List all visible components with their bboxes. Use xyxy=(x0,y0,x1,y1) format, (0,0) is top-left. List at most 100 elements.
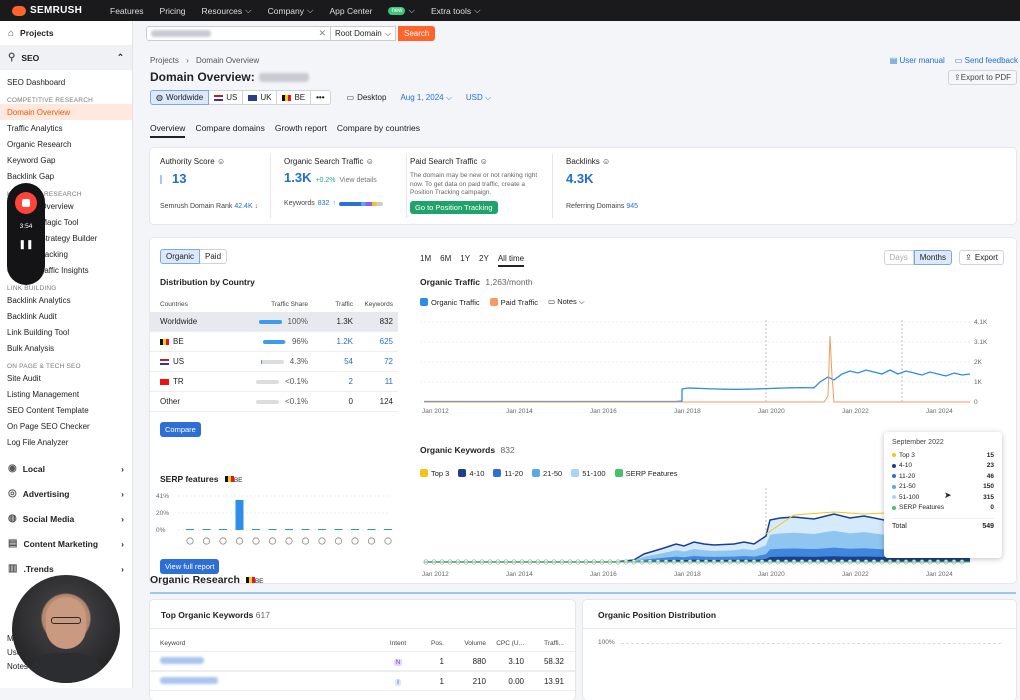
sidebar-group-2[interactable]: ◍ Social Media › xyxy=(0,506,132,531)
topnav-item-1[interactable]: Pricing xyxy=(159,5,186,16)
go-to-position-tracking-button[interactable]: Go to Position Tracking xyxy=(410,200,498,214)
domain-search-input[interactable]: ✕ xyxy=(146,26,331,41)
sidebar-item-bulk-analysis[interactable]: Bulk Analysis xyxy=(7,343,55,353)
granularity-toggle: Days Months xyxy=(883,250,952,265)
legend-11-20[interactable]: 11-20 xyxy=(493,469,523,478)
send-feedback-link[interactable]: ▭ Send feedback xyxy=(955,56,1018,65)
compare-button[interactable]: Compare xyxy=(160,422,201,437)
ot-y-tick: 3.1K xyxy=(974,339,988,346)
sidebar-group-4[interactable]: ▥ .Trends › xyxy=(0,556,132,581)
sidebar-item-organic-research[interactable]: Organic Research xyxy=(7,139,72,149)
keyword-cell[interactable] xyxy=(150,656,380,666)
distribution-row[interactable]: BE 96% 1.2K 625 xyxy=(150,332,398,352)
search-button[interactable]: Search xyxy=(398,26,436,41)
view-full-report-button[interactable]: View full report xyxy=(160,559,220,574)
keyword-row[interactable]: N 1 880 3.10 58.32 xyxy=(150,651,575,671)
db-uk[interactable]: UK xyxy=(243,90,278,105)
record-stop-button[interactable] xyxy=(15,192,37,214)
distribution-row[interactable]: Worldwide 100% 1.3K 832 xyxy=(150,312,398,332)
legend-serp-features[interactable]: SERP Features xyxy=(614,469,678,478)
tab-overview[interactable]: Overview xyxy=(150,123,186,138)
authority-value[interactable]: 13 xyxy=(160,171,270,186)
sidebar-item-organic-traffic-insights[interactable]: Organic Traffic Insights xyxy=(7,265,89,275)
sidebar-item-site-audit[interactable]: Site Audit xyxy=(7,373,41,383)
db-worldwide[interactable]: ◍ Worldwide xyxy=(150,90,210,105)
range-1m[interactable]: 1M xyxy=(420,254,432,263)
sidebar-item-traffic-analytics[interactable]: Traffic Analytics xyxy=(7,123,63,133)
legend-organic-traffic[interactable]: Organic Traffic xyxy=(420,297,480,307)
root-domain-select[interactable]: Root Domain ⌵ xyxy=(331,26,396,41)
sidebar-item-link-building-tool[interactable]: Link Building Tool xyxy=(7,327,70,337)
sidebar-item-log-file-analyzer[interactable]: Log File Analyzer xyxy=(7,437,69,447)
toggle-months[interactable]: Months xyxy=(913,250,952,265)
keywords-cell[interactable]: 11 xyxy=(384,377,393,386)
export-chart-button[interactable]: ⇪ Export xyxy=(959,250,1004,265)
tab-compare-domains[interactable]: Compare domains xyxy=(195,123,265,133)
sidebar-group-0[interactable]: ◉ Local › xyxy=(0,456,132,481)
toggle-days[interactable]: Days xyxy=(883,250,914,265)
topnav-item-4[interactable]: App Center xyxy=(329,5,373,16)
legend-top-3[interactable]: Top 3 xyxy=(420,469,449,478)
keyword-cell[interactable] xyxy=(150,676,380,686)
legend-21-50[interactable]: 21-50 xyxy=(532,469,562,478)
ok-x-tick: Jan 2022 xyxy=(842,571,869,578)
distribution-row[interactable]: TR <0.1% 2 11 xyxy=(150,372,398,392)
keywords-cell[interactable]: 625 xyxy=(379,337,393,346)
sidebar-item-keyword-gap[interactable]: Keyword Gap xyxy=(7,155,56,165)
legend-51-100[interactable]: 51-100 xyxy=(571,469,606,478)
sidebar-item-user[interactable]: User xyxy=(7,647,24,657)
legend-4-10[interactable]: 4-10 xyxy=(458,469,484,478)
sidebar-item-notes[interactable]: Notes xyxy=(7,661,28,671)
sidebar-group-3[interactable]: ▤ Content Marketing › xyxy=(0,531,132,556)
range-2y[interactable]: 2Y xyxy=(479,254,489,263)
sidebar-item-m[interactable]: M xyxy=(7,633,14,643)
sidebar-item-backlink-analytics[interactable]: Backlink Analytics xyxy=(7,295,71,305)
tab-compare-countries[interactable]: Compare by countries xyxy=(336,123,421,133)
topnav-item-3[interactable]: Company xyxy=(267,5,305,16)
tab-growth-report[interactable]: Growth report xyxy=(274,123,327,133)
sidebar-item-seo-dashboard[interactable]: SEO Dashboard xyxy=(7,77,66,87)
sidebar-group-1[interactable]: ◎ Advertising › xyxy=(0,481,132,506)
range-1y[interactable]: 1Y xyxy=(460,254,471,263)
sidebar-item-seo-content-template[interactable]: SEO Content Template xyxy=(7,405,89,415)
sidebar-item-backlink-gap[interactable]: Backlink Gap xyxy=(7,171,55,181)
topnav-item-5[interactable]: Extra tools xyxy=(430,5,472,16)
topnav-item-0[interactable]: Features xyxy=(110,5,144,16)
traffic-cell[interactable]: 1.2K xyxy=(336,337,353,346)
notes-dropdown[interactable]: ▭ Notes ⌵ xyxy=(548,297,585,306)
legend-paid-traffic[interactable]: Paid Traffic xyxy=(489,297,538,307)
range-all-time[interactable]: All time xyxy=(497,254,525,267)
currency-select[interactable]: USD ⌵ xyxy=(466,93,491,103)
device-select[interactable]: ▭ Desktop xyxy=(347,93,387,102)
distribution-row[interactable]: US 4.3% 54 72 xyxy=(150,352,398,372)
distribution-row[interactable]: Other <0.1% 0 124 xyxy=(150,392,398,412)
sidebar-item-keyword-strategy-builder[interactable]: Keyword Strategy Builder xyxy=(7,233,98,243)
export-pdf-button[interactable]: ⇪ Export to PDF xyxy=(948,70,1017,85)
sidebar-item-backlink-audit[interactable]: Backlink Audit xyxy=(7,311,57,321)
date-select[interactable]: Aug 1, 2024 ⌵ xyxy=(400,93,451,103)
semrush-logo[interactable]: SEMRUSH xyxy=(12,5,110,16)
toggle-paid[interactable]: Paid xyxy=(200,249,228,264)
user-manual-link[interactable]: ▤ User manual xyxy=(890,56,945,65)
db-more-button[interactable]: ••• xyxy=(311,90,331,105)
view-details-link[interactable]: View details xyxy=(339,177,377,184)
breadcrumb-projects[interactable]: Projects xyxy=(150,56,179,65)
keyword-row[interactable]: I 1 210 0.00 13.91 xyxy=(150,671,575,691)
toggle-organic[interactable]: Organic xyxy=(160,249,201,264)
sidebar-item-listing-management[interactable]: Listing Management xyxy=(7,389,80,399)
clear-icon[interactable]: ✕ xyxy=(318,28,326,38)
pause-icon[interactable]: ❚❚ xyxy=(18,239,34,249)
sidebar-seo[interactable]: ⚲ SEO ⌃ xyxy=(0,45,132,70)
db-be[interactable]: BE xyxy=(277,90,312,105)
backlinks-value[interactable]: 4.3K xyxy=(566,171,594,186)
sidebar-item-on-page-seo-checker[interactable]: On Page SEO Checker xyxy=(7,421,90,431)
topnav-item-2[interactable]: Resources xyxy=(201,5,243,16)
sidebar-item-domain-overview[interactable]: Domain Overview xyxy=(0,104,132,120)
organic-traffic-value[interactable]: 1.3K xyxy=(284,170,312,185)
traffic-cell[interactable]: 54 xyxy=(344,357,353,366)
keywords-cell[interactable]: 72 xyxy=(384,357,393,366)
traffic-cell[interactable]: 2 xyxy=(348,377,353,386)
range-6m[interactable]: 6M xyxy=(440,254,452,263)
db-us[interactable]: US xyxy=(209,90,244,105)
sidebar-projects[interactable]: ⌂ Projects xyxy=(0,21,132,45)
